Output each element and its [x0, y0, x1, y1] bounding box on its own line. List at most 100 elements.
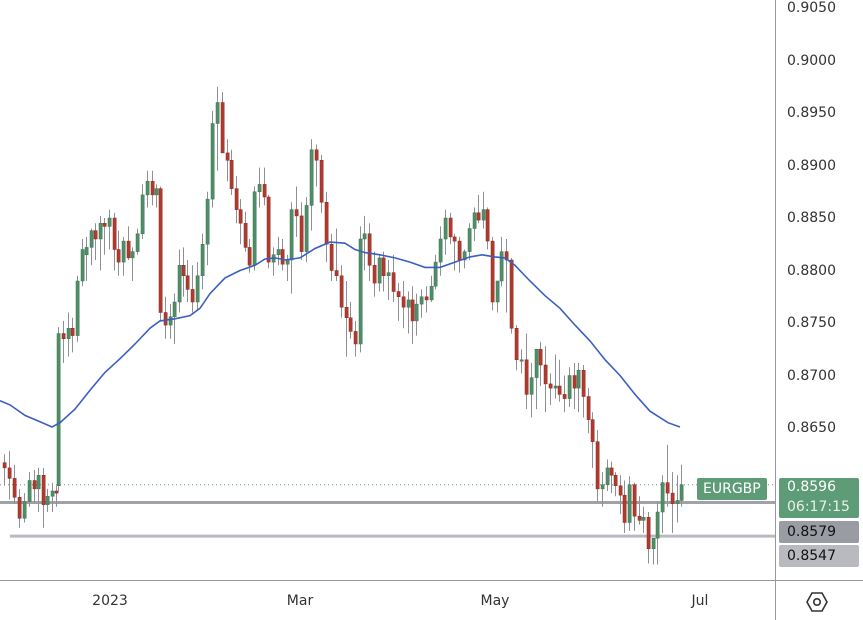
- settings-icon[interactable]: [806, 591, 828, 613]
- candle: [348, 302, 353, 339]
- candle: [210, 110, 215, 208]
- axis-corner: [775, 580, 863, 620]
- candle: [419, 289, 424, 318]
- candle: [229, 149, 234, 195]
- candle: [391, 254, 396, 302]
- candle: [200, 233, 205, 290]
- candle: [190, 265, 195, 313]
- candle: [509, 257, 514, 334]
- candle: [401, 281, 406, 329]
- candle: [329, 233, 334, 281]
- price-tick-label: 0.8850: [787, 210, 836, 226]
- candle: [553, 354, 558, 399]
- candle: [504, 239, 509, 313]
- candle: [252, 186, 257, 271]
- candle: [485, 207, 490, 250]
- candle: [590, 412, 595, 468]
- candle: [476, 194, 481, 224]
- candle: [36, 467, 41, 512]
- candle: [107, 209, 112, 250]
- candle: [396, 283, 401, 321]
- time-axis[interactable]: 2023 Mar May Jul: [0, 580, 775, 620]
- candle: [543, 346, 548, 413]
- candle: [519, 349, 524, 374]
- candle: [177, 249, 182, 313]
- candle: [276, 236, 281, 266]
- candle: [358, 226, 363, 353]
- candle: [414, 293, 419, 336]
- candle: [386, 260, 391, 300]
- candle: [75, 275, 80, 342]
- candle: [22, 493, 27, 523]
- candle: [89, 228, 94, 266]
- candle: [61, 320, 66, 363]
- candle: [548, 373, 553, 405]
- candle: [665, 444, 670, 507]
- time-tick-label: 2023: [92, 593, 128, 609]
- price-axis[interactable]: 0.9050 0.9000 0.8950 0.8900 0.8850 0.8800 0.87…: [775, 0, 863, 581]
- candle: [116, 230, 121, 276]
- candle: [372, 251, 377, 297]
- candle: [262, 167, 267, 206]
- candle: [314, 144, 319, 187]
- candle: [443, 209, 448, 255]
- candle: [562, 375, 567, 413]
- candle: [280, 239, 285, 271]
- candle: [529, 362, 534, 418]
- candle: [66, 312, 71, 357]
- candle: [299, 202, 304, 260]
- price-tick-label: 0.9050: [787, 0, 836, 16]
- candle: [98, 215, 103, 271]
- candle: [41, 467, 46, 528]
- candle: [234, 176, 239, 224]
- candle: [362, 215, 367, 271]
- candle: [195, 262, 200, 311]
- candle: [27, 472, 32, 507]
- candle: [135, 228, 140, 255]
- time-tick-label: Jul: [691, 593, 709, 609]
- candle: [102, 218, 107, 255]
- candle: [637, 496, 642, 525]
- candle: [185, 260, 190, 302]
- chart-plot-area[interactable]: EURGBP: [0, 0, 775, 581]
- time-tick-label: Mar: [286, 593, 314, 609]
- candle: [112, 212, 117, 271]
- candle: [304, 197, 309, 263]
- candle: [7, 451, 12, 500]
- candle: [670, 472, 675, 533]
- candle: [424, 286, 429, 313]
- candle: [266, 194, 271, 269]
- last-price-badge: 0.8596 06:17:15: [779, 478, 859, 518]
- candle: [410, 286, 415, 344]
- candlestick-plot[interactable]: [0, 0, 775, 581]
- candle: [45, 488, 50, 512]
- candle: [600, 472, 605, 507]
- candle: [225, 139, 230, 182]
- candle: [56, 327, 61, 493]
- candle: [595, 430, 600, 502]
- candle: [433, 254, 438, 290]
- candle: [150, 170, 155, 206]
- candle: [334, 228, 339, 281]
- last-price-value: 0.8596: [787, 479, 836, 495]
- candle: [660, 475, 665, 533]
- candle: [17, 488, 22, 528]
- price-tick-label: 0.8900: [787, 157, 836, 174]
- candle: [457, 236, 462, 273]
- price-tick-label: 0.8700: [787, 367, 836, 384]
- symbol-label: EURGBP: [697, 478, 767, 500]
- moving-average-line: [0, 241, 681, 428]
- candle: [514, 325, 519, 371]
- candle: [271, 247, 276, 276]
- price-tick-label: 0.8750: [787, 315, 836, 331]
- price-tick-label: 0.8650: [787, 420, 836, 436]
- candle: [294, 186, 299, 237]
- candle: [163, 296, 168, 339]
- candle: [605, 459, 610, 491]
- candle: [140, 184, 145, 239]
- candle: [534, 349, 539, 410]
- level-badge-2: 0.8547: [779, 545, 859, 567]
- candle: [238, 199, 243, 245]
- candle: [646, 512, 651, 564]
- candle: [344, 281, 349, 357]
